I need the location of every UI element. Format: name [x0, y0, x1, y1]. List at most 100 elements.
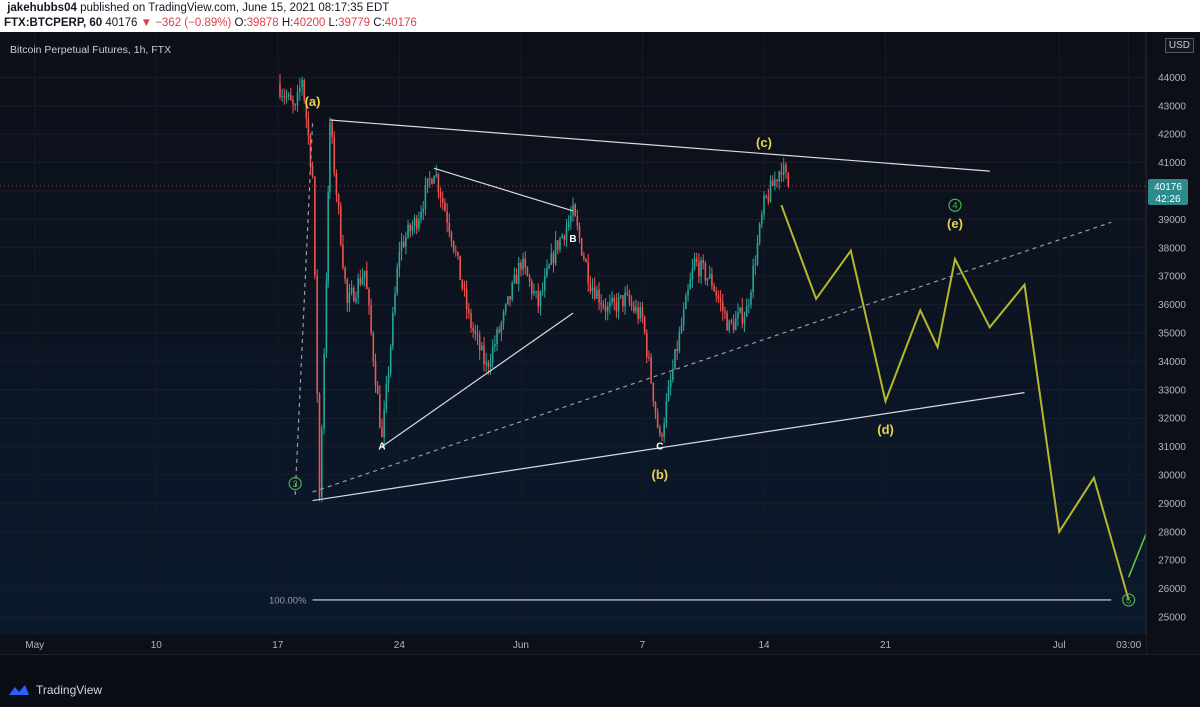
candle-body	[574, 204, 576, 217]
candle-body	[583, 255, 585, 260]
candle-body	[711, 273, 713, 286]
candle-body	[344, 267, 346, 280]
candle-body	[363, 270, 366, 278]
candle-body	[758, 223, 761, 243]
candle-body	[654, 401, 657, 413]
projection-path	[780, 204, 1130, 601]
candle-body	[554, 240, 557, 264]
price-tick-label: 38000	[1158, 243, 1186, 254]
candle-body	[357, 278, 359, 298]
candle-body	[741, 307, 744, 324]
candle-body	[524, 258, 527, 268]
candle-body	[632, 305, 635, 312]
footer: TradingView	[0, 654, 1200, 707]
candle-body	[596, 289, 598, 299]
candle-body	[698, 261, 700, 277]
chart-area[interactable]: 100.00% (a) (b) (c) (d) (e) A B C 3 4 5 25000 26000…	[0, 32, 1200, 654]
candle-body	[500, 323, 503, 333]
candles	[279, 73, 790, 502]
candle-body	[624, 292, 626, 307]
time-axis[interactable]: May 10 17 24 Jun 7 14 21 Jul 03:00	[25, 640, 1141, 651]
candle-body	[422, 208, 425, 212]
candle-body	[602, 304, 605, 307]
candle-body	[643, 316, 646, 333]
time-tick-label: Jul	[1053, 640, 1066, 651]
candle-body	[509, 296, 511, 300]
candle-body	[426, 178, 429, 186]
author-name[interactable]: jakehubbs04	[7, 2, 77, 14]
candle-body	[635, 307, 637, 312]
candle-body	[680, 325, 683, 333]
candle-body	[526, 267, 529, 277]
tradingview-logo[interactable]: TradingView	[8, 683, 102, 697]
candle-body	[763, 195, 765, 215]
candle-body	[335, 173, 338, 195]
candle-body	[600, 302, 603, 305]
price-axis-background[interactable]	[1146, 32, 1200, 654]
candle-body	[394, 293, 396, 313]
candle-body	[617, 296, 620, 312]
candle-body	[491, 346, 494, 363]
candle-body	[734, 318, 737, 331]
candle-body	[743, 316, 746, 324]
candle-body	[628, 294, 631, 303]
candle-body	[676, 349, 678, 352]
candle-body	[756, 242, 759, 265]
time-axis-background[interactable]	[0, 634, 1146, 654]
candle-body	[318, 393, 321, 498]
candle-body	[285, 96, 288, 98]
publish-text: published on TradingView.com, June 15, 2…	[76, 2, 390, 14]
candle-body	[283, 95, 286, 98]
circled-wave-marker	[288, 476, 302, 491]
candle-body	[702, 259, 705, 264]
candle-body	[687, 289, 689, 296]
candle-body	[630, 302, 633, 306]
candle-body	[576, 216, 579, 227]
candle-body	[706, 278, 709, 281]
candle-body	[279, 83, 281, 97]
candle-body	[290, 94, 292, 101]
candle-body	[778, 171, 780, 182]
candle-body	[483, 345, 485, 365]
candle-body	[528, 276, 531, 282]
candle-body	[593, 287, 596, 299]
candle-body	[663, 423, 665, 437]
candle-body	[598, 289, 600, 303]
candle-body	[530, 281, 533, 294]
candle-body	[669, 379, 672, 387]
candle-body	[691, 268, 694, 280]
candle-body	[325, 281, 328, 354]
candle-body	[441, 197, 444, 203]
candle-body	[435, 174, 438, 177]
candle-body	[381, 427, 383, 438]
candle-body	[465, 289, 468, 310]
price-tick-label: 36000	[1158, 300, 1186, 311]
candle-body	[468, 309, 470, 313]
time-tick-label: 7	[640, 640, 646, 651]
high-label: H:	[281, 17, 294, 29]
high-value: 40200	[293, 17, 326, 29]
candle-body	[337, 194, 340, 207]
price-tick-label: 42000	[1158, 130, 1186, 141]
candle-body	[355, 297, 357, 302]
chart-svg[interactable]: 100.00% (a) (b) (c) (d) (e) A B C 3 4 5 25000 26000…	[0, 32, 1200, 654]
wave-label: (d)	[877, 422, 894, 437]
candle-body	[299, 87, 301, 92]
candle-body	[667, 386, 670, 401]
candle-body	[661, 434, 663, 437]
last-price-tag-bg	[1148, 179, 1188, 205]
candle-body	[383, 409, 385, 438]
candle-body	[502, 312, 505, 324]
candle-body	[305, 100, 308, 119]
candle-body	[314, 176, 316, 276]
candle-body	[431, 179, 433, 184]
publish-info: jakehubbs04 published on TradingView.com…	[4, 2, 389, 14]
last-price-tag: 40176	[1154, 182, 1182, 193]
price-tick-label: 33000	[1158, 385, 1186, 396]
candle-body	[704, 263, 707, 281]
candle-body	[352, 287, 355, 302]
price-tick-label: 29000	[1158, 499, 1186, 510]
candle-body	[409, 224, 412, 232]
candle-body	[682, 309, 685, 326]
currency-label[interactable]: USD	[1164, 38, 1194, 53]
